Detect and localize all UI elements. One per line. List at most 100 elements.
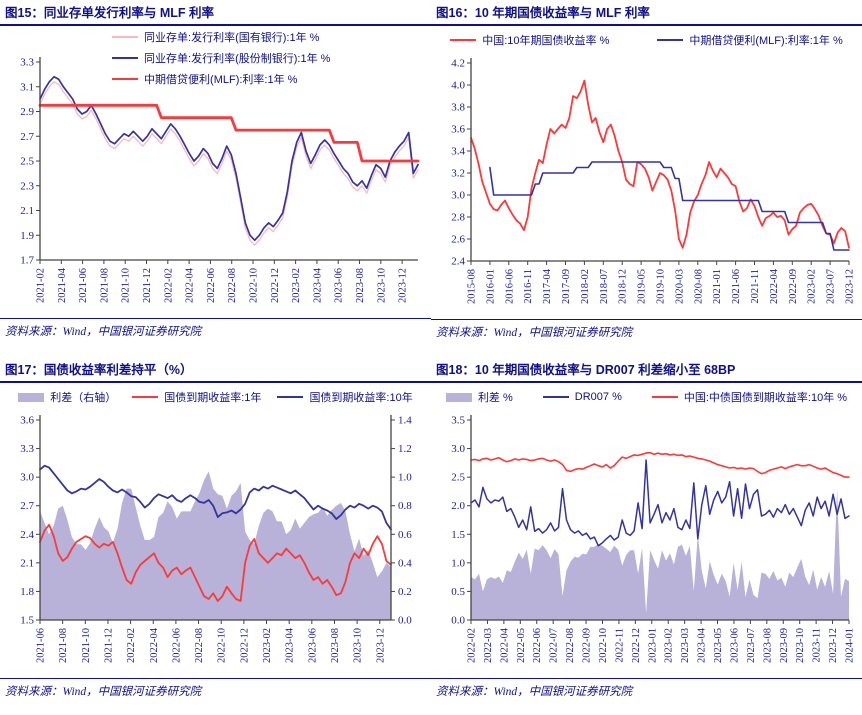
figure-17-panel: 图17：国债收益率利差持平（%） 利差（右轴） 国债到期收益率:1年 国债到期收益率…: [0, 357, 431, 715]
x-tick-label: 2022-04: [149, 627, 160, 663]
x-tick-label: 2021-12: [103, 628, 114, 663]
x-tick-label: 2023-05: [713, 628, 724, 663]
y-right-tick-label: 1.0: [398, 472, 412, 484]
line-swatch-icon: [657, 39, 684, 41]
legend-item-2: 中国:中债国债到期收益率:10年 %: [651, 389, 848, 405]
legend-item-0: 利差（右轴）: [18, 389, 116, 405]
x-tick-label: 2023-02: [807, 269, 818, 304]
legend-label: 中期借贷便利(MLF):利率:1年 %: [689, 35, 843, 47]
figure-17-plot-area: 3.6 3.3 3.0 2.7 2.4 2.1 1.8 1.5 1.4 1.2 1.0 0.8 0.6 0…: [0, 408, 431, 678]
legend-label: DR007 %: [574, 391, 622, 403]
legend-item-1: 国债到期收益率:1年: [132, 389, 261, 405]
x-tick-label: 2022-10: [598, 628, 609, 663]
y-tick-label: 2.8: [451, 212, 465, 224]
line-series-1: [470, 459, 850, 547]
line-series-1: [39, 523, 392, 602]
x-tick-label: 2017-09: [561, 269, 572, 304]
y-tick-label: 2.0: [451, 500, 465, 512]
y-tick-label: 1.7: [20, 255, 34, 267]
line-series-1: [39, 75, 419, 242]
y-tick-label: 3.0: [451, 190, 465, 202]
x-tick-label: 2023-08: [355, 268, 366, 303]
y-right-tick-label: 0.6: [398, 529, 412, 541]
figure-16-panel: 图16：10 年期国债收益率与 MLF 利率 中国:10年期国债收益率 % 中期借…: [431, 0, 862, 357]
x-tick-label: 2023-03: [680, 628, 691, 663]
y-tick-label: 3.8: [451, 102, 465, 114]
x-tick-label: 2023-06: [307, 628, 318, 663]
figure-16-title: 图16：10 年期国债收益率与 MLF 利率: [431, 0, 862, 26]
x-tick-label: 2023-01: [647, 628, 658, 663]
y-tick-label: 2.4: [451, 256, 465, 268]
x-tick-label: 2022-02: [126, 628, 137, 663]
x-tick-label: 2021-06: [731, 269, 742, 304]
x-tick-label: 2022-03: [483, 628, 494, 663]
x-tick-label: 2020-08: [693, 269, 704, 304]
x-tick-label: 2023-06: [729, 628, 740, 663]
x-tick-label: 2021-08: [58, 628, 69, 663]
x-tick-label: 2022-12: [270, 268, 281, 303]
x-tick-label: 2022-09: [582, 628, 593, 663]
x-tick-label: 2023-09: [779, 628, 790, 663]
area-swatch-icon: [445, 392, 472, 402]
x-tick-label: 2022-06: [532, 628, 543, 663]
x-tick-label: 2021-10: [81, 628, 92, 663]
x-tick-label: 2022-08: [194, 628, 205, 663]
legend-label: 中国:中债国债到期收益率:10年 %: [683, 392, 848, 404]
line-series-1: [489, 161, 850, 251]
x-tick-label: 2022-07: [549, 628, 560, 663]
figure-15-source: 资料来源：Wind，中国银河证券研究院: [0, 318, 431, 339]
line-series-0: [470, 79, 850, 249]
x-tick-label: 2023-12: [828, 628, 839, 663]
x-tick-label: 2023-04: [312, 267, 323, 303]
x-tick-label: 2022-12: [631, 628, 642, 663]
x-tick-label: 2022-09: [788, 269, 799, 304]
x-tick-label: 2022-12: [239, 628, 250, 663]
x-tick-label: 2021-02: [36, 268, 47, 303]
x-tick-label: 2016-01: [485, 269, 496, 304]
x-tick-label: 2023-12: [845, 269, 856, 304]
y-tick-label: 1.5: [451, 529, 465, 541]
x-tick-label: 2021-01: [712, 269, 723, 304]
line-series-2: [39, 464, 392, 531]
x-tick-label: 2022-02: [467, 628, 478, 663]
y-tick-label: 4.2: [451, 58, 465, 70]
figure-16-source: 资料来源：Wind，中国银河证券研究院: [431, 319, 862, 340]
x-tick-label: 2023-07: [826, 269, 837, 304]
x-tick-label: 2023-04: [285, 627, 296, 663]
x-tick-label: 2023-10: [795, 628, 806, 663]
x-tick-label: 2021-06: [36, 628, 47, 663]
figure-17-plot: 3.6 3.3 3.0 2.7 2.4 2.1 1.8 1.5 1.4 1.2 1.0 0.8 0.6 0…: [20, 415, 412, 664]
x-tick-label: 2022-08: [565, 628, 576, 663]
line-series-0: [39, 81, 419, 246]
x-tick-label: 2017-04: [542, 268, 553, 304]
x-tick-label: 2022-06: [171, 628, 182, 663]
y-tick-label: 2.7: [20, 500, 34, 512]
area-series-0: [40, 471, 391, 620]
line-swatch-icon: [277, 396, 304, 398]
legend-label: 利差（右轴）: [50, 392, 117, 404]
y-tick-label: 1.0: [451, 557, 465, 569]
legend-item-0: 利差 %: [445, 389, 513, 405]
x-tick-label: 2022-11: [614, 628, 625, 663]
x-tick-label: 2021-08: [99, 268, 110, 303]
figure-15-panel: 图15：同业存单发行利率与 MLF 利率 同业存单:发行利率(国有银行):1年 …: [0, 0, 431, 357]
y-tick-label: 3.4: [451, 146, 465, 158]
y-tick-label: 2.5: [20, 156, 34, 168]
y-right-tick-label: 0.4: [398, 557, 412, 569]
x-tick-label: 2023-02: [664, 628, 675, 663]
figure-18-panel: 图18：10 年期国债收益率与 DR007 利差缩小至 68BP 利差 % DR0…: [431, 357, 862, 715]
y-tick-label: 3.6: [451, 124, 465, 136]
x-tick-label: 2022-06: [206, 268, 217, 303]
figure-17-source: 资料来源：Wind，中国银河证券研究院: [0, 678, 431, 699]
y-tick-label: 3.3: [20, 443, 34, 455]
x-tick-label: 2019-10: [656, 269, 667, 304]
y-right-tick-label: 1.4: [398, 415, 412, 427]
figure-15-title: 图15：同业存单发行利率与 MLF 利率: [0, 0, 431, 26]
x-tick-label: 2016-06: [504, 269, 515, 304]
y-tick-label: 2.6: [451, 234, 465, 246]
x-tick-label: 2021-12: [142, 268, 153, 303]
figure-18-plot-area: 3.5 3.0 2.5 2.0 1.5 1.0 0.5 0.0 2022-02 2022-03 20…: [431, 408, 862, 678]
